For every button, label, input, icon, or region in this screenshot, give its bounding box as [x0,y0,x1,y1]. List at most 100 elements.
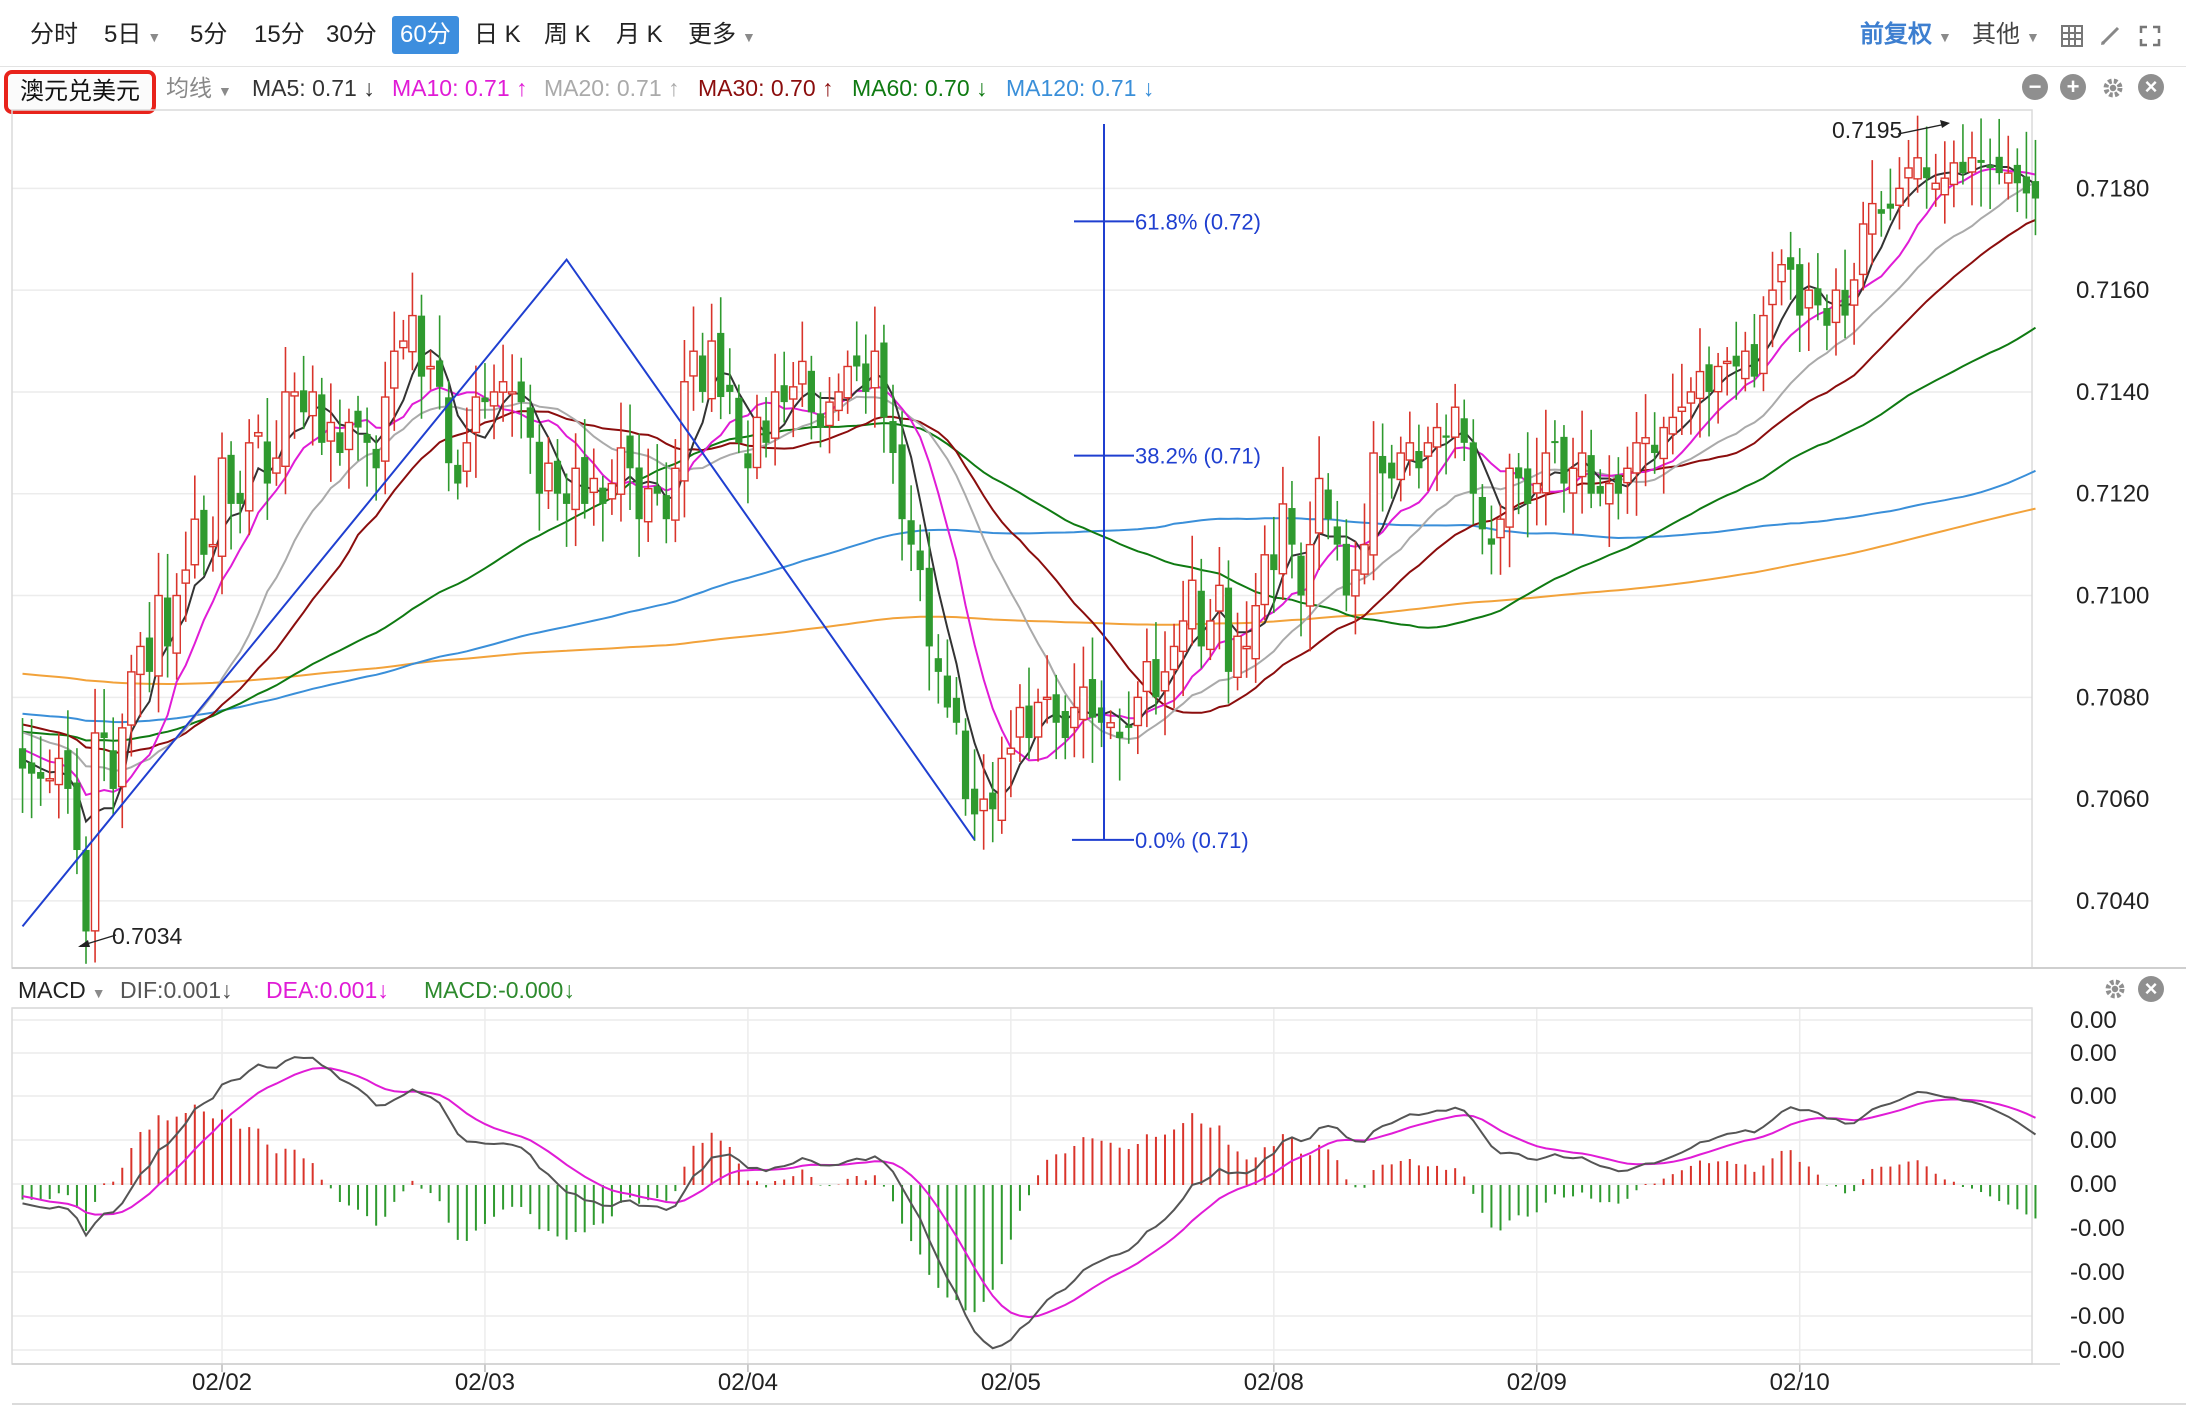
candle-body-down [1088,679,1097,718]
candle-body-down [263,441,271,484]
candle-body-up [1741,350,1750,380]
tab-5min[interactable]: 5分 [190,21,228,48]
candle [1042,655,1052,724]
candle [1106,710,1115,740]
macd-tick-label: 0.00 [2070,1171,2117,1198]
candle-body-up [1577,452,1587,478]
candle-body-up [1895,187,1904,206]
high-arrow [1897,123,1947,135]
candle-body-up [1079,686,1088,721]
candle-body-up [1967,157,1977,173]
candle-body-down [481,397,489,403]
candle [1224,560,1233,704]
ma120-line [22,469,2036,724]
candle-body-up [1904,167,1913,179]
candle [589,448,599,526]
candle-body-up [1187,579,1197,630]
tab-5day[interactable]: 5日 ▼ [104,21,162,48]
candle-body-up [834,391,843,412]
candle [1460,399,1468,462]
candle-body-up [471,396,481,434]
candle-body-up [380,396,390,462]
trend-line [21,257,976,928]
candle [1278,466,1288,601]
candle-body-up [1106,722,1115,729]
candle [1369,421,1378,581]
candle [1288,481,1296,579]
candle-body-up [843,365,852,399]
grid-icon[interactable] [2060,24,2084,48]
candle-body-up [1042,696,1052,701]
price-pane-frame [11,109,2033,969]
ma-type-dropdown[interactable]: 均线 ▼ [166,75,232,101]
candle [1823,294,1831,351]
candle [1841,249,1849,339]
candle [90,688,100,963]
candle [770,353,780,466]
candle-body-up [308,391,317,417]
tab-60min[interactable]: 60分 [392,16,459,54]
candle [1379,423,1387,512]
candle [1623,446,1632,514]
add-indicator-icon[interactable]: + [2060,74,2086,100]
candle-body-up [272,457,281,474]
candle [1061,695,1069,760]
candle [244,419,254,536]
candle [1867,160,1877,265]
candle [1886,168,1894,221]
ma20-label: MA20: 0.71 ↑ [544,75,680,101]
candle [1388,444,1396,499]
candle [1768,251,1777,348]
symbol-label[interactable]: 澳元兑美元 [4,70,156,114]
low-label: 0.7034 [112,923,183,949]
tab-15min[interactable]: 15分 [254,21,305,48]
settings-gear-icon[interactable] [2100,75,2124,99]
candle-body-down [943,675,951,708]
fullscreen-icon[interactable] [2138,24,2162,48]
candle [1088,637,1097,763]
tab-monthly-k[interactable]: 月 K [616,21,663,48]
minimize-pane-icon[interactable]: − [2022,74,2048,100]
candle [780,351,788,423]
macd-settings-gear-icon[interactable] [2102,976,2126,1000]
candle [354,395,362,461]
high-label: 0.7195 [1832,117,1902,143]
candle-body-down [300,390,308,413]
tab-30min[interactable]: 30分 [326,21,377,48]
macd-indicator-dropdown[interactable]: MACD ▼ [18,977,106,1003]
candle [436,315,444,410]
candle [1342,519,1350,612]
close-pane-icon[interactable]: × [2138,74,2164,100]
candle [961,718,970,816]
candle [626,404,634,511]
candle [571,433,580,547]
candle-body-down [1750,344,1758,377]
other-dropdown[interactable]: 其他 ▼ [1972,21,2040,48]
tab-daily-k[interactable]: 日 K [474,21,521,48]
chevron-down-icon: ▼ [147,29,162,45]
candle-body-down [1796,264,1804,316]
candle [752,394,762,480]
candle [943,639,951,718]
draw-pen-icon[interactable] [2098,24,2122,48]
candle [281,347,290,495]
adjust-dropdown[interactable]: 前复权 ▼ [1860,21,1952,48]
candle [581,419,589,519]
macd-tick-label: 0.00 [2070,1007,2117,1034]
candle-body-up [1160,671,1170,692]
candle [1814,253,1822,321]
candle [1831,268,1841,356]
tab-timeshare[interactable]: 分时 [30,21,78,48]
macd-close-icon[interactable]: × [2138,976,2164,1002]
price-tick-label: 0.7100 [2076,583,2149,610]
macd-tick-label: -0.00 [2070,1259,2125,1286]
candle-body-down [417,315,426,377]
candle-body-down [1986,165,1994,168]
candle [1242,601,1251,678]
candle-body-up [507,391,517,395]
tab-more[interactable]: 更多 ▼ [688,21,756,48]
candle-body-down [37,772,45,779]
tab-weekly-k[interactable]: 周 K [544,21,591,48]
candle [1423,426,1433,492]
candle-body-down [1116,731,1124,739]
